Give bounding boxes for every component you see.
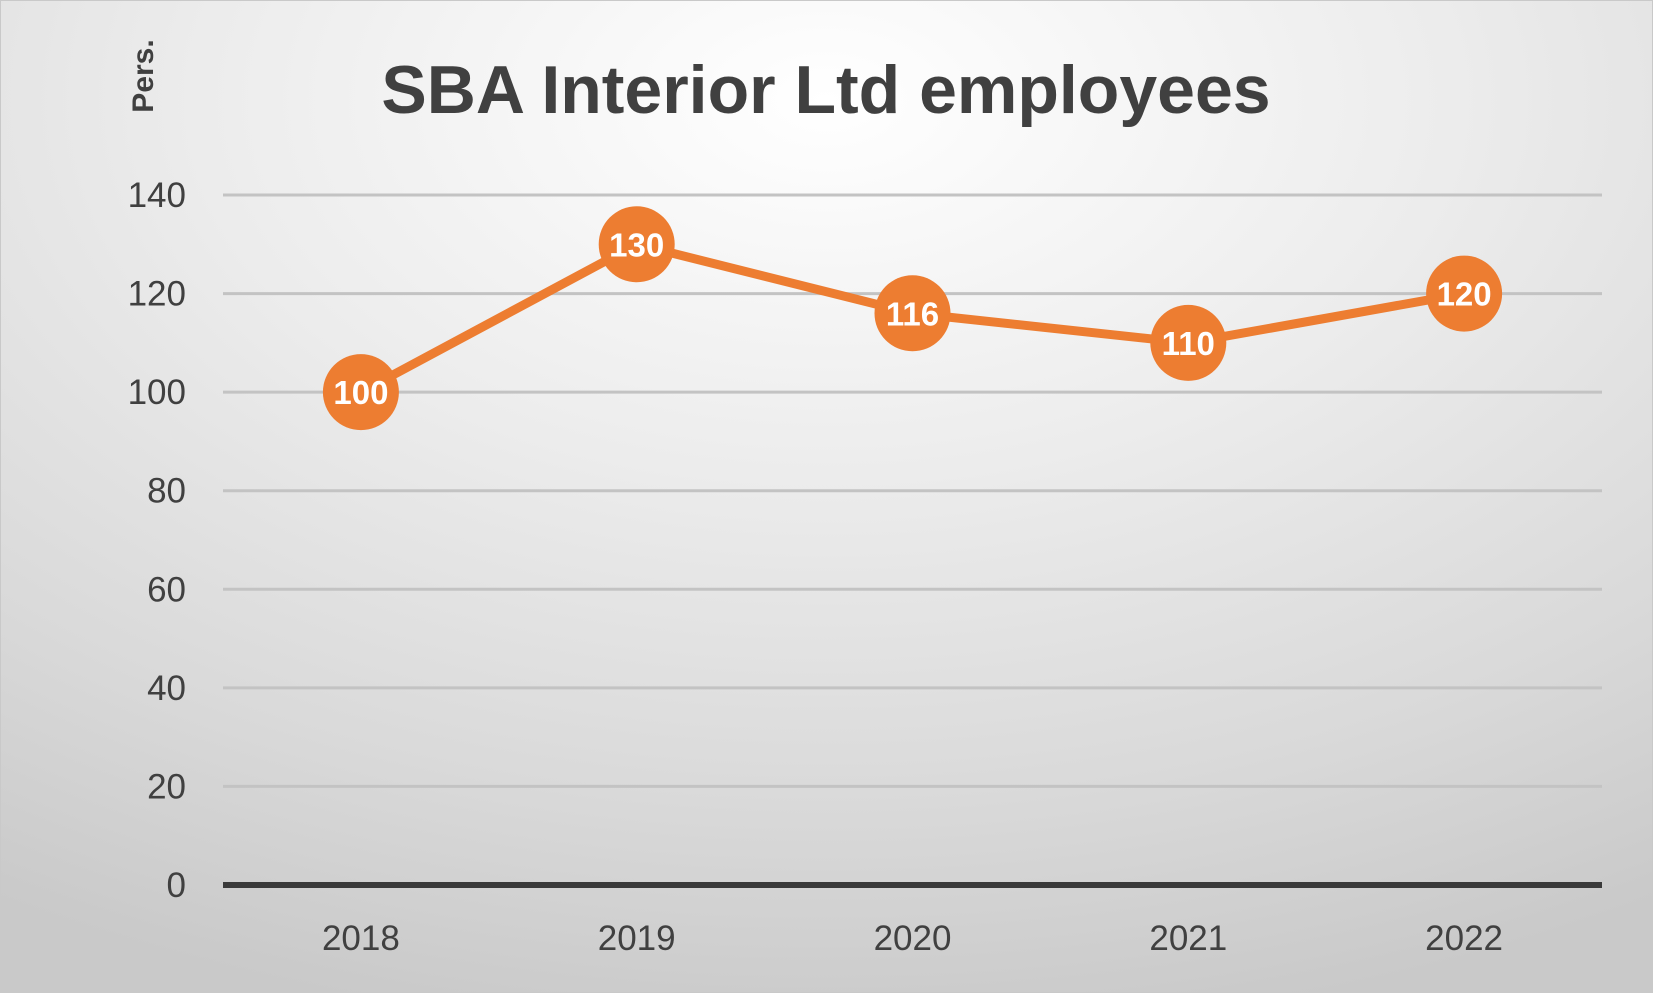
x-tick-label: 2019 bbox=[598, 919, 676, 958]
data-label: 130 bbox=[609, 226, 664, 263]
data-point-marker bbox=[1150, 304, 1227, 381]
x-tick-labels: 2018 2019 2020 2021 2022 bbox=[322, 919, 1503, 958]
y-tick-label: 60 bbox=[147, 570, 186, 609]
chart-title: SBA Interior Ltd employees bbox=[381, 52, 1270, 128]
y-tick-labels: 0 20 40 60 80 100 120 140 bbox=[128, 176, 186, 905]
y-axis-label: Pers. bbox=[127, 39, 160, 112]
x-tick-label: 2018 bbox=[322, 919, 400, 958]
data-label: 116 bbox=[886, 295, 939, 332]
data-label: 110 bbox=[1162, 325, 1215, 362]
gridlines bbox=[223, 193, 1602, 888]
y-tick-label: 0 bbox=[167, 866, 186, 905]
data-points: 100 130 116 110 120 bbox=[322, 206, 1503, 431]
data-point-marker bbox=[598, 206, 675, 283]
data-point-marker bbox=[1426, 255, 1503, 332]
y-tick-label: 80 bbox=[147, 472, 186, 511]
y-tick-label: 40 bbox=[147, 669, 186, 708]
data-label: 120 bbox=[1437, 276, 1492, 313]
y-tick-label: 20 bbox=[147, 767, 186, 806]
x-tick-label: 2020 bbox=[874, 919, 952, 958]
data-label: 100 bbox=[333, 374, 388, 411]
x-tick-label: 2022 bbox=[1425, 919, 1503, 958]
x-tick-label: 2021 bbox=[1149, 919, 1227, 958]
data-point-marker bbox=[322, 354, 399, 431]
y-tick-label: 100 bbox=[128, 373, 186, 412]
data-point-marker bbox=[874, 275, 951, 352]
y-tick-label: 140 bbox=[128, 176, 186, 215]
y-tick-label: 120 bbox=[128, 275, 186, 314]
